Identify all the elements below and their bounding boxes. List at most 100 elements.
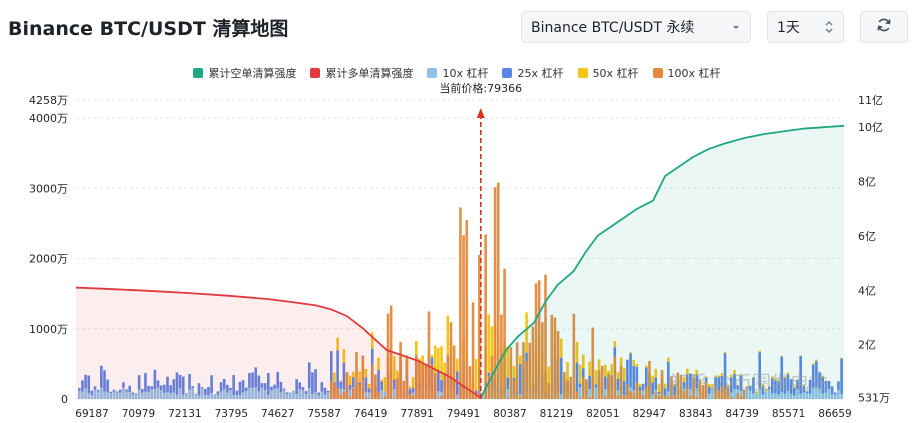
bar-lev10 <box>159 390 163 399</box>
bar-lev10 <box>802 392 806 399</box>
y-right-tick-label: 8亿 <box>858 176 876 189</box>
bar-lev25 <box>834 392 837 395</box>
bar-lev25 <box>393 379 396 390</box>
bar-lev25 <box>226 384 229 393</box>
x-tick-label: 74627 <box>261 408 294 420</box>
bar-lev100 <box>355 352 358 399</box>
bar-lev10 <box>78 390 81 399</box>
bar-lev50 <box>440 346 443 381</box>
bar-lev10 <box>559 394 563 399</box>
bar-lev10 <box>260 387 264 399</box>
bar-lev50 <box>777 379 780 382</box>
bar-lev10 <box>364 391 368 399</box>
bar-lev25 <box>815 361 818 388</box>
bar-lev10 <box>317 395 320 399</box>
bar-lev10 <box>758 388 761 399</box>
legend-item-long-cumulative[interactable]: 累计多单清算强度 <box>310 65 413 81</box>
bar-lev10 <box>730 392 733 399</box>
x-tick-label: 73795 <box>215 408 248 420</box>
bar-lev100 <box>569 376 572 399</box>
bar-lev10 <box>153 389 157 399</box>
bar-lev25 <box>279 381 283 393</box>
bar-lev25 <box>163 384 166 393</box>
x-tick-label: 77891 <box>400 408 433 420</box>
bar-lev100 <box>415 355 418 399</box>
bar-lev100 <box>563 372 566 399</box>
bar-lev25 <box>559 357 563 395</box>
bar-lev10 <box>767 389 771 399</box>
bar-lev25 <box>141 389 144 393</box>
bar-lev50 <box>764 388 768 392</box>
bar-lev50 <box>821 376 824 378</box>
bar-lev10 <box>348 389 352 399</box>
bar-lev25 <box>273 384 276 389</box>
bar-lev50 <box>490 326 494 377</box>
bar-lev100 <box>519 396 522 399</box>
bar-lev50 <box>333 372 336 383</box>
bar-lev25 <box>159 385 163 391</box>
bar-lev50 <box>654 368 658 378</box>
bar-lev50 <box>594 370 598 385</box>
y-left-tick-label: 4000万 <box>29 112 68 125</box>
bar-lev25 <box>336 350 339 391</box>
bar-lev25 <box>796 379 799 390</box>
bar-lev100 <box>474 393 478 399</box>
bar-lev10 <box>821 393 824 399</box>
legend-item-lev10[interactable]: 10x 杠杆 <box>427 65 488 81</box>
bar-lev10 <box>777 394 780 399</box>
bar-lev50 <box>711 384 714 389</box>
bar-lev50 <box>682 376 686 383</box>
bar-lev25 <box>578 383 582 388</box>
bar-lev10 <box>204 395 207 399</box>
legend-item-lev100[interactable]: 100x 杠杆 <box>652 65 721 81</box>
legend-label: 累计多单清算强度 <box>325 67 414 80</box>
bar-lev10 <box>667 391 670 399</box>
bar-lev25 <box>805 391 809 394</box>
bar-lev25 <box>134 393 138 395</box>
bar-lev100 <box>657 395 661 399</box>
bar-lev10 <box>588 389 591 399</box>
bar-lev10 <box>84 388 87 399</box>
period-select[interactable]: 1天 <box>767 11 844 43</box>
bar-lev25 <box>689 373 692 390</box>
bar-lev25 <box>178 374 182 389</box>
legend-item-short-cumulative[interactable]: 累计空单清算强度 <box>193 65 296 81</box>
y-left-tick-label: 4258万 <box>29 94 68 107</box>
bar-lev100 <box>619 365 623 399</box>
bar-lev25 <box>81 380 84 392</box>
legend-item-lev25[interactable]: 25x 杠杆 <box>502 65 564 81</box>
legend-item-lev50[interactable]: 50x 杠杆 <box>577 65 639 81</box>
bar-lev50 <box>818 371 821 373</box>
bar-lev10 <box>134 394 138 399</box>
bar-lev100 <box>588 397 591 399</box>
x-tick-label: 69187 <box>75 408 108 420</box>
refresh-button[interactable] <box>860 11 908 43</box>
bar-lev50 <box>793 386 796 388</box>
bar-lev10 <box>761 394 765 399</box>
bar-lev50 <box>632 359 635 366</box>
bar-lev25 <box>276 371 280 389</box>
bar-lev25 <box>641 383 645 391</box>
bar-lev10 <box>771 393 774 399</box>
bar-lev10 <box>311 394 314 399</box>
bar-lev100 <box>534 283 538 399</box>
bar-lev50 <box>815 359 818 362</box>
bar-lev50 <box>411 377 415 388</box>
bar-lev100 <box>742 389 746 399</box>
caret-down-icon <box>731 12 741 42</box>
market-select[interactable]: Binance BTC/USDT 永续 <box>521 11 751 43</box>
bar-lev100 <box>582 377 585 399</box>
bar-lev50 <box>783 376 787 379</box>
bar-lev10 <box>307 387 311 399</box>
bar-lev10 <box>137 389 141 399</box>
y-right-tick-label: 531万 <box>858 392 890 405</box>
bar-lev10 <box>367 392 371 399</box>
bar-lev100 <box>698 379 702 399</box>
bar-lev10 <box>689 389 692 399</box>
bar-lev25 <box>840 358 843 394</box>
current-price-label: 当前价格:79366 <box>439 81 522 95</box>
bar-lev25 <box>128 385 131 393</box>
legend-label: 100x 杠杆 <box>667 67 721 80</box>
bar-lev25 <box>632 365 635 391</box>
